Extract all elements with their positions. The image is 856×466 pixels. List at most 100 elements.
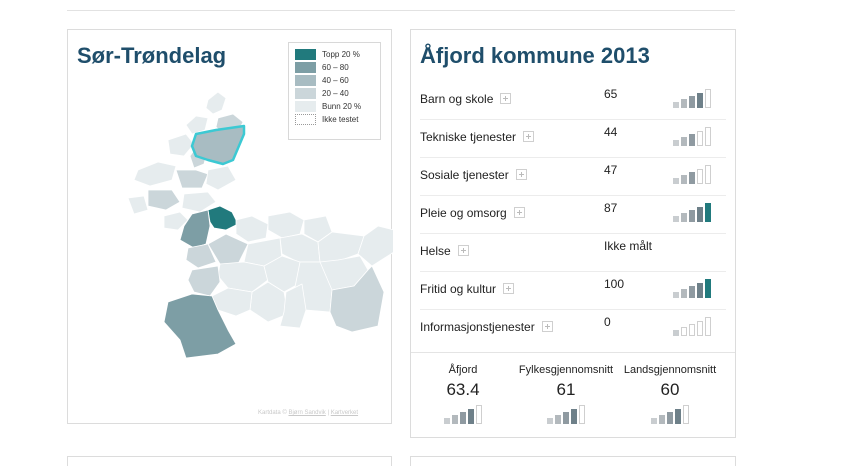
stat-value: 100 (604, 277, 625, 291)
municipality-region (175, 169, 209, 189)
legend-label: Ikke testet (322, 115, 359, 124)
municipality-region (329, 265, 385, 333)
legend-swatch (295, 88, 316, 99)
score-bar (673, 216, 679, 222)
score-bar (444, 418, 450, 424)
stat-row-pleie-og-omsorg: Pleie og omsorg 87 (420, 196, 726, 234)
score-bar (697, 169, 703, 184)
summary-name: Åfjord (448, 364, 478, 376)
expand-plus-icon[interactable] (457, 245, 469, 256)
county-map[interactable] (68, 30, 393, 425)
expand-plus-icon[interactable] (515, 169, 527, 180)
top-divider (67, 10, 735, 11)
municipality-region (133, 161, 177, 187)
municipality-region (207, 233, 249, 265)
score-bar (673, 140, 679, 146)
score-bar (667, 412, 673, 424)
score-bar (705, 279, 711, 298)
summary-divider (411, 352, 735, 353)
municipality-region (357, 225, 393, 267)
score-bar (705, 203, 711, 222)
expand-plus-icon[interactable] (500, 93, 512, 104)
score-bar (547, 418, 553, 424)
municipality-region (267, 211, 305, 239)
stat-row-sosiale-tjenester: Sosiale tjenester 47 (420, 158, 726, 196)
score-bar (673, 292, 679, 298)
credit-prefix: Kartdata © (258, 410, 287, 416)
municipality-region (207, 205, 239, 231)
score-bars (673, 126, 711, 146)
score-bar (673, 102, 679, 108)
stats-title: Åfjord kommune 2013 (420, 43, 650, 68)
score-bar (697, 93, 703, 108)
legend-label: Topp 20 % (322, 50, 360, 59)
stat-row-helse: Helse Ikke målt (420, 234, 726, 272)
score-bars (673, 316, 711, 336)
score-bars (511, 403, 621, 424)
summary-fylkesgjennomsnitt: Fylkesgjennomsnitt 61 (511, 364, 621, 424)
next-panel-right (410, 456, 736, 466)
stat-label: Barn og skole (420, 92, 494, 106)
municipality-region (181, 191, 217, 213)
score-bar (697, 207, 703, 222)
stat-row-informasjonstjenester: Informasjonstjenester 0 (420, 310, 726, 347)
expand-plus-icon[interactable] (541, 321, 553, 332)
score-bar (689, 210, 695, 222)
municipality-region (163, 211, 189, 231)
score-bars (408, 403, 518, 424)
municipality-region (279, 283, 307, 329)
stat-label-wrap: Informasjonstjenester (420, 320, 553, 334)
credit-separator: | (327, 410, 330, 416)
score-bar (681, 327, 687, 336)
score-bar (555, 415, 561, 424)
selected-municipality-afjord (190, 124, 246, 166)
score-bar (683, 405, 689, 424)
score-bar (689, 96, 695, 108)
legend-item: Ikke testet (295, 113, 374, 126)
credit-link-kartverket[interactable]: Kartverket (330, 410, 359, 416)
legend-label: 40 – 60 (322, 76, 349, 85)
legend-label: 20 – 40 (322, 89, 349, 98)
municipality-region (185, 115, 209, 135)
credit-link-bjorn-sandvik[interactable]: Bjørn Sandvik (288, 410, 326, 416)
score-bar (476, 405, 482, 424)
score-bar (673, 330, 679, 336)
legend-item: Bunn 20 % (295, 100, 374, 113)
summary-name: Fylkesgjennomsnitt (518, 364, 614, 376)
stat-row-tekniske-tjenester: Tekniske tjenester 44 (420, 120, 726, 158)
score-bar (705, 165, 711, 184)
legend-swatch (295, 49, 316, 60)
score-bar (563, 412, 569, 424)
next-panel-left (67, 456, 392, 466)
score-bar (705, 317, 711, 336)
score-bar (697, 321, 703, 336)
summary-value: 63.4 (446, 380, 480, 399)
stat-value: 0 (604, 315, 611, 329)
summary-value: 60 (660, 380, 680, 399)
score-bar (675, 409, 681, 424)
stat-label: Pleie og omsorg (420, 206, 507, 220)
map-panel: Sør-Trøndelag (67, 29, 393, 425)
stats-panel: Åfjord kommune 2013 Barn og skole 65 Tek… (410, 29, 736, 438)
score-bar (571, 409, 577, 424)
legend-swatch (295, 114, 316, 125)
municipality-region (163, 293, 237, 359)
score-bars (615, 403, 725, 424)
municipality-region (147, 189, 181, 211)
score-bar (579, 405, 585, 424)
stat-label: Fritid og kultur (420, 282, 497, 296)
stat-label-wrap: Helse (420, 244, 469, 258)
expand-plus-icon[interactable] (503, 283, 515, 294)
score-bar (681, 99, 687, 108)
score-bars (673, 278, 711, 298)
score-bar (681, 137, 687, 146)
score-bar (689, 134, 695, 146)
expand-plus-icon[interactable] (513, 207, 525, 218)
legend-swatch (295, 75, 316, 86)
map-legend: Topp 20 % 60 – 80 40 – 60 20 – 40 Bunn 2… (288, 42, 381, 140)
score-bars (673, 88, 711, 108)
stat-label-wrap: Pleie og omsorg (420, 206, 525, 220)
summary-landsgjennomsnitt: Landsgjennomsnitt 60 (615, 364, 725, 424)
expand-plus-icon[interactable] (523, 131, 535, 142)
stat-row-fritid-og-kultur: Fritid og kultur 100 (420, 272, 726, 310)
